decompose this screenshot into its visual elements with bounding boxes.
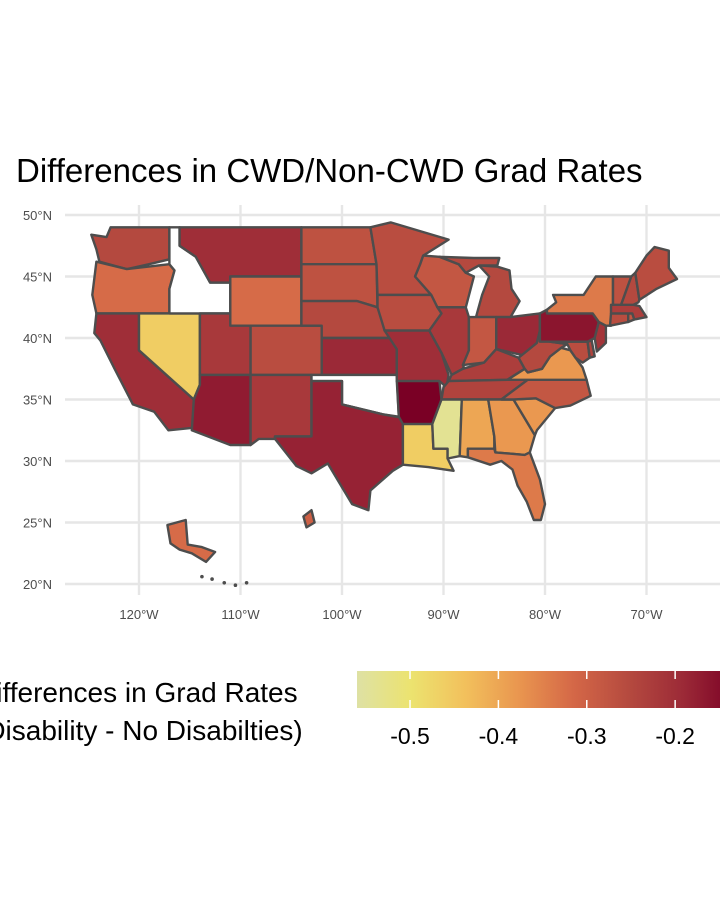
legend-tick-label: -0.4 — [479, 723, 519, 749]
state-mi — [438, 255, 501, 274]
aleutian-island-mark — [200, 574, 204, 579]
aleutian-island-mark — [244, 580, 249, 585]
state-tx — [273, 379, 405, 512]
state-mi — [474, 264, 521, 319]
legend-tick-label: -0.3 — [567, 723, 607, 749]
state-or — [91, 260, 176, 315]
aleutian-island-mark — [222, 580, 227, 585]
state-wy — [229, 275, 303, 327]
state-nd — [300, 226, 378, 266]
y-axis-ticks: 20°N 25°N 30°N 35°N 40°N 45°N 50°N — [23, 208, 52, 592]
x-tick-label: 70°W — [631, 607, 664, 622]
state-polygons — [90, 221, 679, 588]
state-hi — [302, 509, 316, 529]
x-tick-label: 120°W — [119, 607, 159, 622]
y-tick-label: 25°N — [23, 516, 52, 531]
legend-tick-label: -0.2 — [655, 723, 695, 749]
x-tick-label: 80°W — [529, 607, 562, 622]
state-wa — [90, 226, 171, 271]
x-axis-ticks: 120°W 110°W 100°W 90°W 80°W 70°W — [119, 607, 663, 622]
y-tick-label: 35°N — [23, 393, 52, 408]
state-ct — [608, 312, 630, 327]
state-nj — [593, 320, 608, 353]
color-legend: Differences in Grad Rates (Disability - … — [0, 671, 720, 749]
x-tick-label: 90°W — [428, 607, 461, 622]
state-az — [190, 373, 252, 447]
state-me — [634, 245, 679, 302]
state-ms — [431, 398, 463, 460]
y-tick-label: 50°N — [23, 208, 52, 223]
legend-tick-label: -0.5 — [390, 723, 430, 749]
state-fl — [466, 447, 547, 522]
y-tick-label: 20°N — [23, 577, 52, 592]
y-tick-label: 30°N — [23, 454, 52, 469]
y-tick-label: 40°N — [23, 331, 52, 346]
state-nm — [249, 373, 313, 447]
legend-title-line-1: Differences in Grad Rates — [0, 677, 298, 708]
y-tick-label: 45°N — [23, 270, 52, 285]
state-de — [586, 339, 596, 359]
aleutian-island-mark — [233, 583, 238, 588]
x-tick-label: 100°W — [322, 607, 362, 622]
legend-ticks: -0.5 -0.4 -0.3 -0.2 — [390, 671, 695, 749]
legend-title-line-2: (Disability - No Disabilties) — [0, 715, 303, 746]
aleutian-island-mark — [210, 577, 214, 581]
x-tick-label: 110°W — [221, 607, 260, 622]
state-co — [249, 324, 323, 377]
state-ks — [320, 336, 398, 377]
legend-colorbar — [357, 671, 720, 708]
state-ak — [166, 518, 217, 564]
chart-title: Differences in CWD/Non-CWD Grad Rates — [16, 152, 643, 189]
